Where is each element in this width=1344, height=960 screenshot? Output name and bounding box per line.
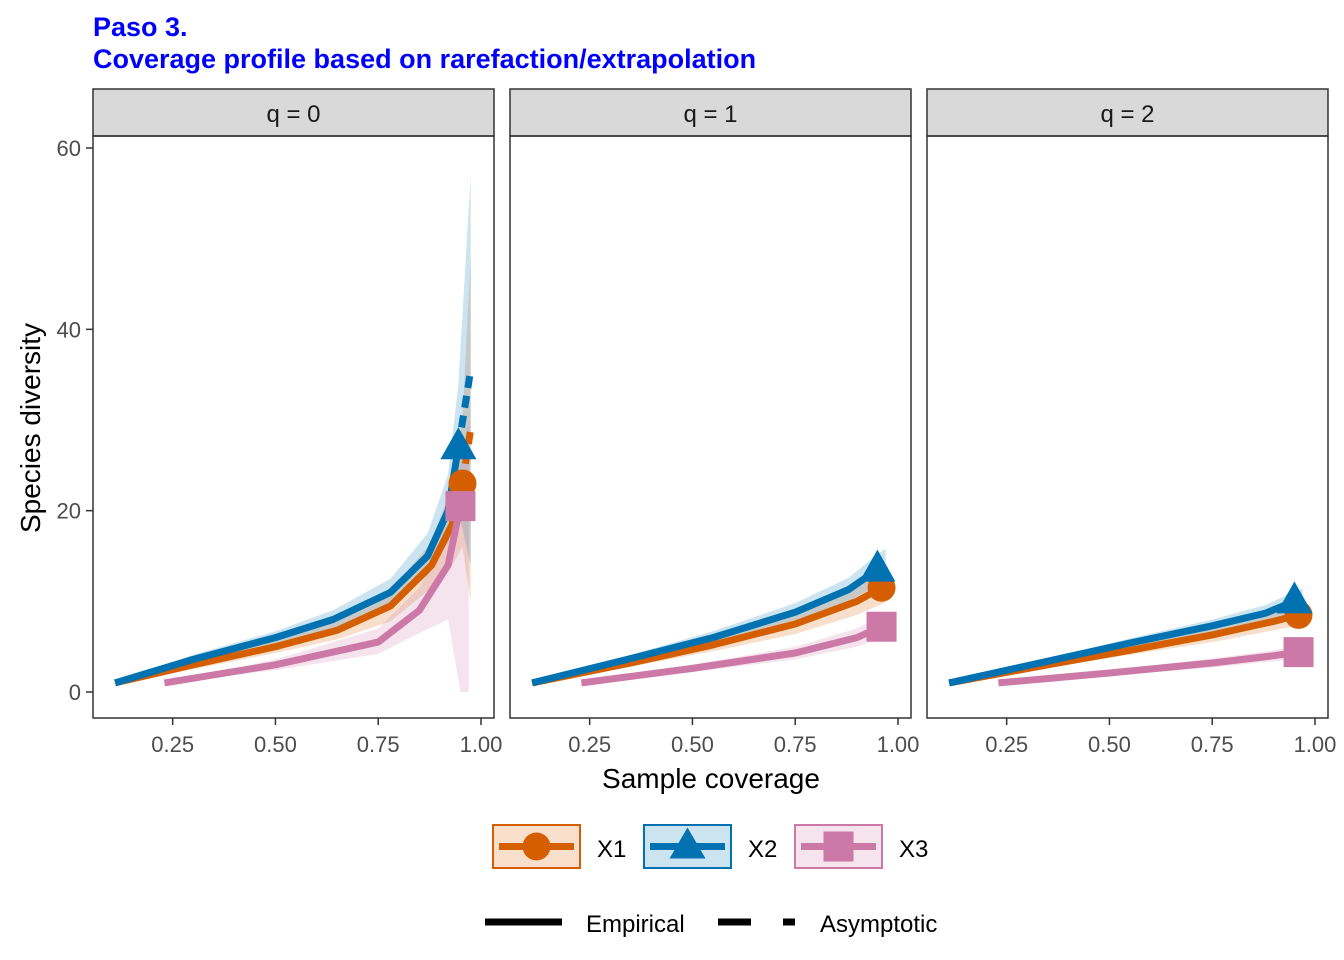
rarefaction-line-x2 [948, 598, 1296, 687]
legend-label: X1 [597, 836, 626, 863]
x-tick-label: 0.75 [357, 732, 400, 757]
legend-item-x1: X1 [492, 824, 626, 869]
y-tick-label: 60 [57, 136, 81, 161]
facet-strip [92, 88, 495, 137]
panel-border [92, 135, 495, 719]
legend-item-x3: X3 [794, 824, 928, 869]
y-tick-label: 40 [57, 317, 81, 342]
rarefaction-line-x1 [531, 584, 884, 687]
facet-strip-label: q = 0 [266, 101, 320, 128]
x-tick-label: 1.00 [1294, 732, 1337, 757]
confidence-band-x3 [164, 420, 469, 692]
x-axis-title: Sample coverage [602, 763, 820, 794]
x-tick-label: 0.25 [985, 732, 1028, 757]
extrapolation-line-x2 [454, 369, 475, 448]
rarefaction-line-x3 [163, 505, 464, 687]
facet-strip [509, 88, 912, 137]
plot-area [948, 588, 1304, 687]
x-tick-label: 0.25 [151, 732, 194, 757]
observed-point-x3 [866, 611, 897, 642]
legend-label: Asymptotic [820, 911, 937, 938]
facet-panel: q = 1 0.25 0.50 0.75 1.00 [509, 88, 920, 757]
legend: X1 X2 X3 Empirical Asymptotic [485, 824, 937, 938]
plot-area [114, 175, 475, 692]
y-tick-label: 20 [57, 499, 81, 524]
x-tick-label: 0.75 [774, 732, 817, 757]
legend-item-asymptotic: Asymptotic [718, 911, 937, 938]
facet-strip [926, 88, 1329, 137]
rarefaction-line-x1 [114, 482, 466, 687]
facet-panel: q = 0 0.25 0.50 0.75 1.00 0 20 40 60 [57, 88, 503, 757]
observed-point-x2 [859, 549, 896, 582]
facet-strip-label: q = 2 [1100, 101, 1154, 128]
legend-item-x2: X2 [643, 824, 777, 869]
x-tick-label: 0.25 [568, 732, 611, 757]
legend-marker [522, 832, 551, 861]
legend-label: Empirical [586, 911, 685, 938]
observed-point-x3 [445, 491, 476, 522]
legend-marker [669, 827, 706, 859]
rarefaction-line-x3 [580, 623, 884, 687]
confidence-band-x3 [998, 645, 1303, 683]
x-tick-label: 0.50 [254, 732, 297, 757]
chart-title-line2: Coverage profile based on rarefaction/ex… [93, 44, 756, 74]
confidence-band-x1 [532, 568, 886, 683]
rarefaction-line-x2 [114, 446, 462, 687]
x-tick-label: 1.00 [877, 732, 920, 757]
legend-label: X2 [748, 836, 777, 863]
panel-border [926, 135, 1329, 719]
facet-panels: q = 0 0.25 0.50 0.75 1.00 0 20 40 60 q = 1 0.25 0.5… [57, 88, 1337, 757]
y-tick-label: 0 [69, 680, 81, 705]
y-axis-title: Species diversity [15, 323, 46, 533]
facet-panel: q = 2 0.25 0.50 0.75 1.00 [926, 88, 1337, 757]
observed-point-x2 [440, 427, 477, 460]
rarefaction-line-x2 [531, 566, 880, 687]
observed-point-x2 [1276, 581, 1313, 614]
x-tick-label: 0.75 [1191, 732, 1234, 757]
legend-marker [823, 831, 854, 862]
legend-item-empirical: Empirical [485, 911, 685, 938]
plot-area [531, 548, 888, 687]
legend-label: X3 [899, 836, 928, 863]
panel-border [509, 135, 912, 719]
observed-point-x3 [1283, 637, 1314, 668]
facet-strip-label: q = 1 [683, 101, 737, 128]
x-tick-label: 0.50 [671, 732, 714, 757]
rarefaction-line-x3 [998, 648, 1300, 687]
x-tick-label: 1.00 [460, 732, 503, 757]
observed-point-x1 [448, 469, 477, 498]
chart-title-line1: Paso 3. [93, 12, 188, 42]
x-tick-label: 0.50 [1088, 732, 1131, 757]
